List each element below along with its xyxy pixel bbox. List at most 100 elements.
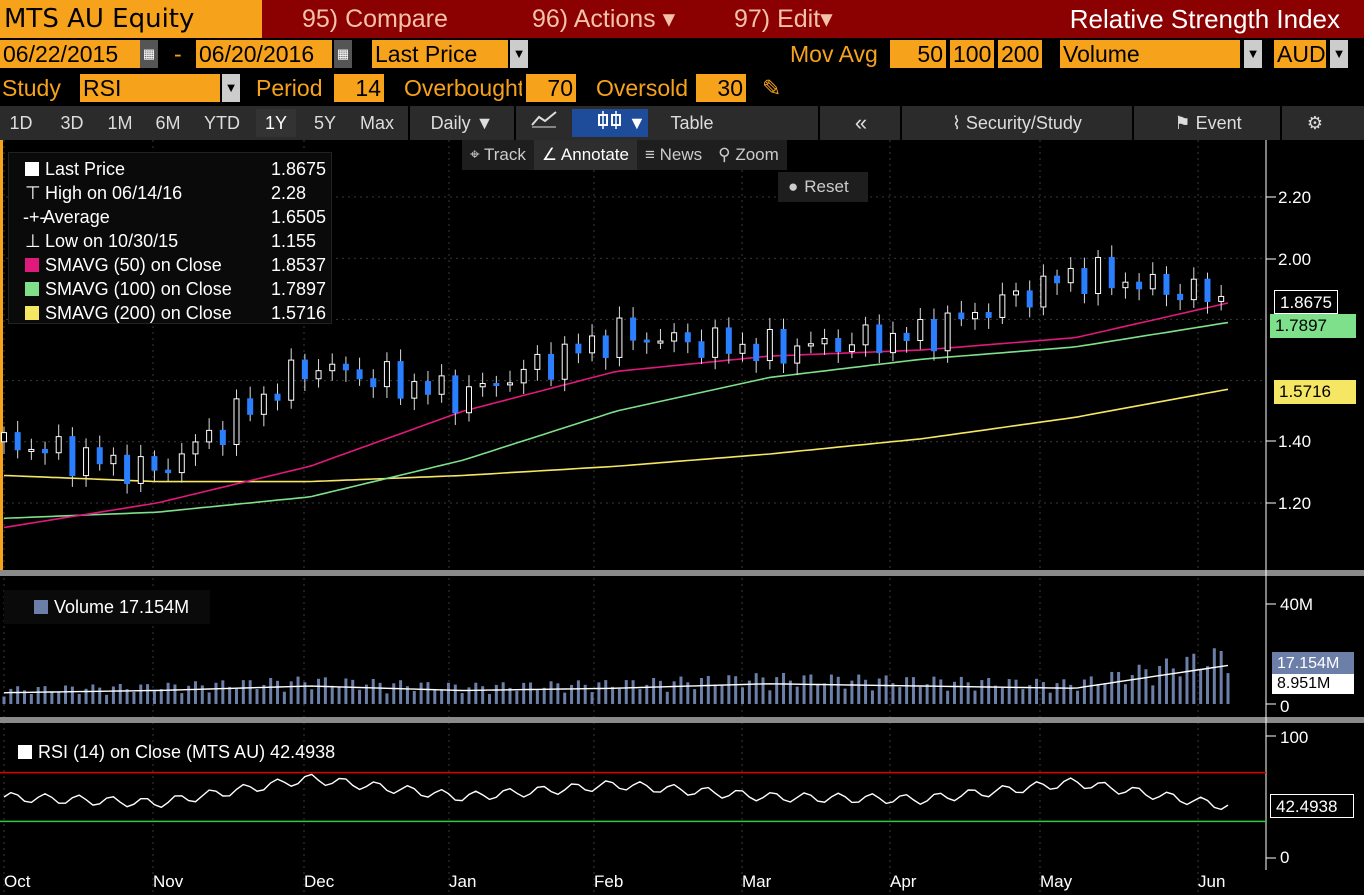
chart-canvas[interactable] <box>0 140 1364 895</box>
volume-bar <box>29 693 33 704</box>
volume-bar <box>809 674 813 704</box>
volume-bar <box>426 682 430 704</box>
candle-up <box>438 375 445 395</box>
chevron-down-icon[interactable]: ▼ <box>222 74 240 102</box>
gear-icon[interactable]: ⚙ <box>1306 113 1324 133</box>
panel-divider <box>0 570 1364 576</box>
range-1d-button[interactable]: 1D <box>9 113 33 133</box>
volume-bar <box>371 678 375 704</box>
volume-bar <box>105 694 109 704</box>
compare-menu[interactable]: 95) Compare <box>302 5 448 33</box>
range-max-button[interactable]: Max <box>359 113 394 133</box>
ticker-field[interactable]: MTS AU Equity <box>0 0 262 38</box>
candle-down <box>725 327 732 354</box>
volume-bar <box>1219 650 1223 704</box>
mov-avg-200-field[interactable]: 200 <box>998 40 1042 68</box>
zoom-tool[interactable]: ⚲ Zoom <box>710 140 787 170</box>
volume-bar <box>658 680 662 704</box>
price-legend[interactable]: Last Price 1.8675 ⊤ High on 06/14/16 2.28 -… <box>8 152 332 324</box>
legend-swatch <box>18 745 32 759</box>
volume-bar <box>665 691 669 704</box>
actions-menu[interactable]: 96) Actions ▾ <box>532 0 675 38</box>
edit-menu[interactable]: 97) Edit▾ <box>734 0 833 38</box>
reset-button[interactable]: ● Reset <box>778 172 868 202</box>
candle-up <box>520 368 527 384</box>
event-button[interactable]: ⚑ Event <box>1140 109 1276 137</box>
table-button[interactable]: Table <box>670 113 714 133</box>
period-field[interactable]: 14 <box>334 74 384 102</box>
volume-bar <box>36 687 40 704</box>
price-field-select[interactable]: Last Price <box>372 40 508 68</box>
candle-up <box>192 441 199 455</box>
annotate-tool[interactable]: ∠ Annotate <box>533 140 637 170</box>
volume-bar <box>932 676 936 704</box>
news-tool[interactable]: ≡ News <box>637 140 710 170</box>
calendar-icon[interactable]: ▦ <box>140 40 158 68</box>
volume-bar <box>43 686 47 704</box>
range-5y-button[interactable]: 5Y <box>313 113 337 133</box>
volume-bar <box>1041 682 1045 704</box>
pencil-icon[interactable]: ✎ <box>762 75 782 101</box>
candle-down <box>930 318 937 352</box>
volume-bar <box>152 691 156 704</box>
volume-bar <box>836 676 840 704</box>
track-tool[interactable]: ⌖ Track <box>462 140 534 170</box>
candle-down <box>602 335 609 358</box>
range-6m-button[interactable]: 6M <box>155 113 181 133</box>
legend-sma50: SMAVG (50) on Close 1.8537 <box>13 253 326 277</box>
candle-down <box>985 312 992 318</box>
chevron-down-icon[interactable]: ▼ <box>1244 40 1262 68</box>
calendar-icon[interactable]: ▦ <box>334 40 352 68</box>
volume-legend[interactable]: Volume 17.154M <box>4 590 210 624</box>
volume-bar <box>529 682 533 704</box>
zoom-label: Zoom <box>735 145 779 164</box>
reset-label: Reset <box>804 177 849 196</box>
volume-bar <box>1164 658 1168 704</box>
chevron-down-icon[interactable]: ▼ <box>1330 40 1348 68</box>
sma200-tag: 1.5716 <box>1274 380 1356 404</box>
frequency-select[interactable]: Daily ▼ <box>416 109 508 137</box>
study-label: Study <box>2 75 61 101</box>
currency-select[interactable]: AUD <box>1274 40 1326 68</box>
volume-bar <box>699 677 703 704</box>
candlestick-icon[interactable]: ▼ <box>572 109 648 137</box>
collapse-button[interactable]: « <box>854 110 868 135</box>
volume-bar <box>221 680 225 704</box>
mov-avg-label: Mov Avg <box>790 41 878 67</box>
security-study-button[interactable]: ⌇ Security/Study <box>906 109 1128 137</box>
range-1m-button[interactable]: 1M <box>107 113 133 133</box>
volume-bar <box>111 686 115 704</box>
overbought-field[interactable]: 70 <box>526 74 576 102</box>
volume-bar <box>1110 671 1114 704</box>
volume-bar <box>918 686 922 704</box>
volume-bar <box>1123 684 1127 704</box>
volume-bar <box>385 693 389 704</box>
mov-avg-100-field[interactable]: 100 <box>950 40 994 68</box>
volume-bar <box>611 686 615 704</box>
volume-bar <box>474 682 478 704</box>
mov-avg-50-field[interactable]: 50 <box>890 40 946 68</box>
volume-bar <box>597 682 601 704</box>
rsi-legend[interactable]: RSI (14) on Close (MTS AU) 42.4938 <box>18 742 335 763</box>
end-date-field[interactable]: 06/20/2016 <box>196 40 332 68</box>
oversold-field[interactable]: 30 <box>696 74 746 102</box>
volume-bar <box>761 677 765 704</box>
study-select[interactable]: RSI <box>80 74 220 102</box>
candle-up <box>999 294 1006 318</box>
volume-bar <box>419 682 423 704</box>
range-1y-button[interactable]: 1Y <box>256 109 296 137</box>
volume-bar <box>706 675 710 704</box>
candle-up <box>178 453 185 474</box>
lower-study-select[interactable]: Volume <box>1060 40 1240 68</box>
line-chart-icon[interactable] <box>524 109 564 137</box>
start-date-field[interactable]: 06/22/2015 <box>0 40 140 68</box>
volume-bar <box>364 684 368 704</box>
chevron-down-icon[interactable]: ▼ <box>510 40 528 68</box>
volume-bar <box>734 676 738 704</box>
range-3d-button[interactable]: 3D <box>60 113 84 133</box>
candle-up <box>383 361 390 388</box>
range-ytd-button[interactable]: YTD <box>204 113 240 133</box>
candle-down <box>14 432 21 451</box>
candle-up <box>794 345 801 364</box>
oversold-label: Oversold <box>596 75 689 101</box>
